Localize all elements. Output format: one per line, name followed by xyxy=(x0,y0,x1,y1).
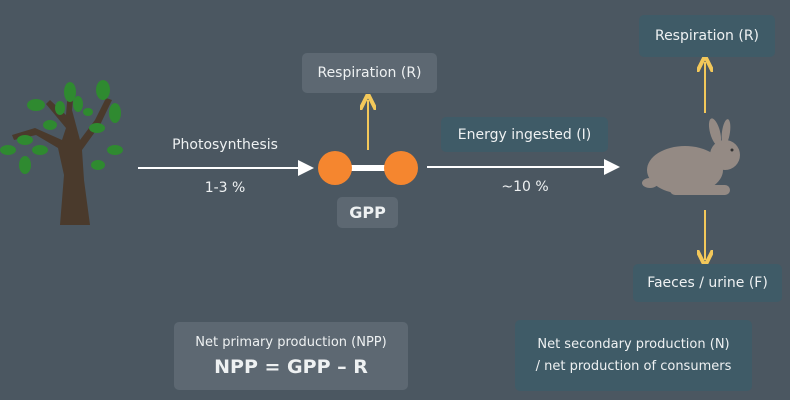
photosynthesis-label: Photosynthesis xyxy=(172,137,278,153)
faeces-urine-box: Faeces / urine (F) xyxy=(633,264,782,302)
net-secondary-production-box: Net secondary production (N) / net produ… xyxy=(515,320,752,391)
producer-respiration-box: Respiration (R) xyxy=(302,53,437,93)
tree-icon xyxy=(0,80,123,225)
gpp-molecule-icon xyxy=(318,151,418,185)
consumer-respiration-box: Respiration (R) xyxy=(639,15,775,57)
rabbit-icon xyxy=(642,118,740,195)
npp-title: Net primary production (NPP) xyxy=(195,334,387,350)
nsp-line2: / net production of consumers xyxy=(535,358,732,374)
photosynthesis-efficiency: 1-3 % xyxy=(204,180,246,196)
energy-ingested-box: Energy ingested (I) xyxy=(441,117,608,152)
npp-box: Net primary production (NPP) NPP = GPP –… xyxy=(174,322,408,390)
npp-formula: NPP = GPP – R xyxy=(214,355,368,378)
ingestion-efficiency: ~10 % xyxy=(501,179,549,195)
nsp-line1: Net secondary production (N) xyxy=(537,336,730,352)
gpp-label: GPP xyxy=(337,197,398,228)
